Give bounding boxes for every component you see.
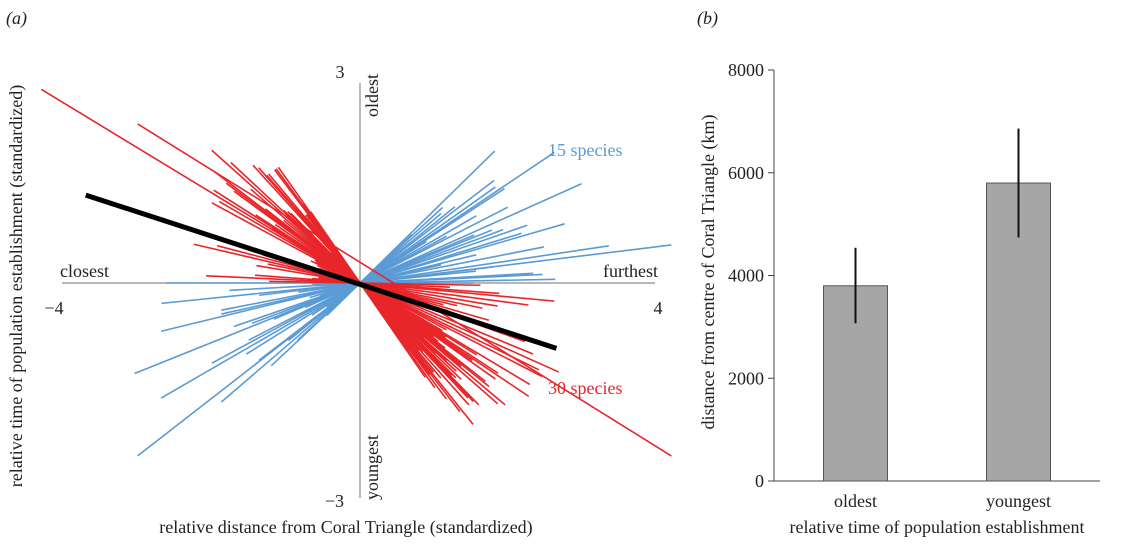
red-group-label: 30 species — [548, 378, 622, 398]
red-species-line — [277, 166, 409, 352]
bars — [823, 128, 1051, 482]
trend-line — [84, 192, 558, 351]
panel-b-label: (b) — [697, 8, 718, 29]
panel-a: (a) −4 4 3 −3 closest furthest oldest yo… — [6, 8, 672, 538]
red-species-line — [250, 188, 425, 339]
blue-species-line — [245, 240, 427, 355]
blue-species-long-line — [137, 282, 361, 457]
blue-species-long-line — [359, 244, 672, 284]
x-tick-max: 4 — [654, 298, 663, 318]
bar-x-ticks: oldest youngest — [834, 491, 1051, 511]
bar-y-axis-title: distance from centre of Coral Triangle (… — [698, 115, 719, 430]
y-end-label-bottom: youngest — [362, 435, 382, 500]
red-species-long-line — [137, 123, 672, 457]
bar-x-axis-title: relative time of population establishmen… — [790, 517, 1085, 537]
red-species-line — [306, 213, 431, 375]
bar-x-tick-label: oldest — [834, 491, 877, 511]
blue-species-line — [270, 233, 413, 367]
bar-y-tick-label: 2000 — [728, 368, 764, 388]
blue-species-line — [251, 228, 504, 325]
y-end-label-top: oldest — [362, 74, 382, 117]
overall-trend-line — [84, 192, 558, 351]
blue-species-line — [134, 229, 493, 375]
bar-y-tick-label: 0 — [755, 471, 764, 491]
bar-y-tick-label: 8000 — [728, 60, 764, 80]
blue-species-line — [220, 212, 442, 403]
blue-species-line — [221, 264, 442, 315]
x-end-label-right: furthest — [603, 261, 658, 281]
blue-species-line — [211, 235, 447, 364]
bar-y-ticks: 0 2000 4000 6000 8000 — [728, 60, 774, 491]
blue-species-line — [287, 206, 456, 342]
blue-series-lines — [134, 150, 672, 457]
red-species-line — [286, 215, 457, 372]
y-tick-max: 3 — [336, 62, 345, 82]
bar-y-tick-label: 4000 — [728, 266, 764, 286]
red-series-lines — [40, 88, 672, 457]
blue-species-line — [160, 215, 477, 399]
bar-y-tick-label: 6000 — [728, 163, 764, 183]
red-species-line — [206, 275, 450, 288]
red-species-line — [225, 182, 439, 342]
panel-a-label: (a) — [6, 8, 27, 29]
bar-x-tick-label: youngest — [986, 491, 1051, 511]
red-species-line — [266, 174, 416, 347]
red-species-line — [254, 274, 500, 295]
x-axis-title: relative distance from Coral Triangle (s… — [159, 517, 532, 538]
y-tick-min: −3 — [325, 491, 344, 511]
x-end-label-left: closest — [60, 261, 109, 281]
x-tick-min: −4 — [44, 298, 63, 318]
red-species-line — [269, 280, 481, 287]
panel-b: (b) 0 2000 4000 6000 8000 oldest youngest dis… — [697, 8, 1100, 537]
red-species-long-line — [40, 88, 361, 284]
y-axis-title: relative time of population establishmen… — [6, 85, 27, 487]
blue-group-label: 15 species — [548, 140, 622, 160]
